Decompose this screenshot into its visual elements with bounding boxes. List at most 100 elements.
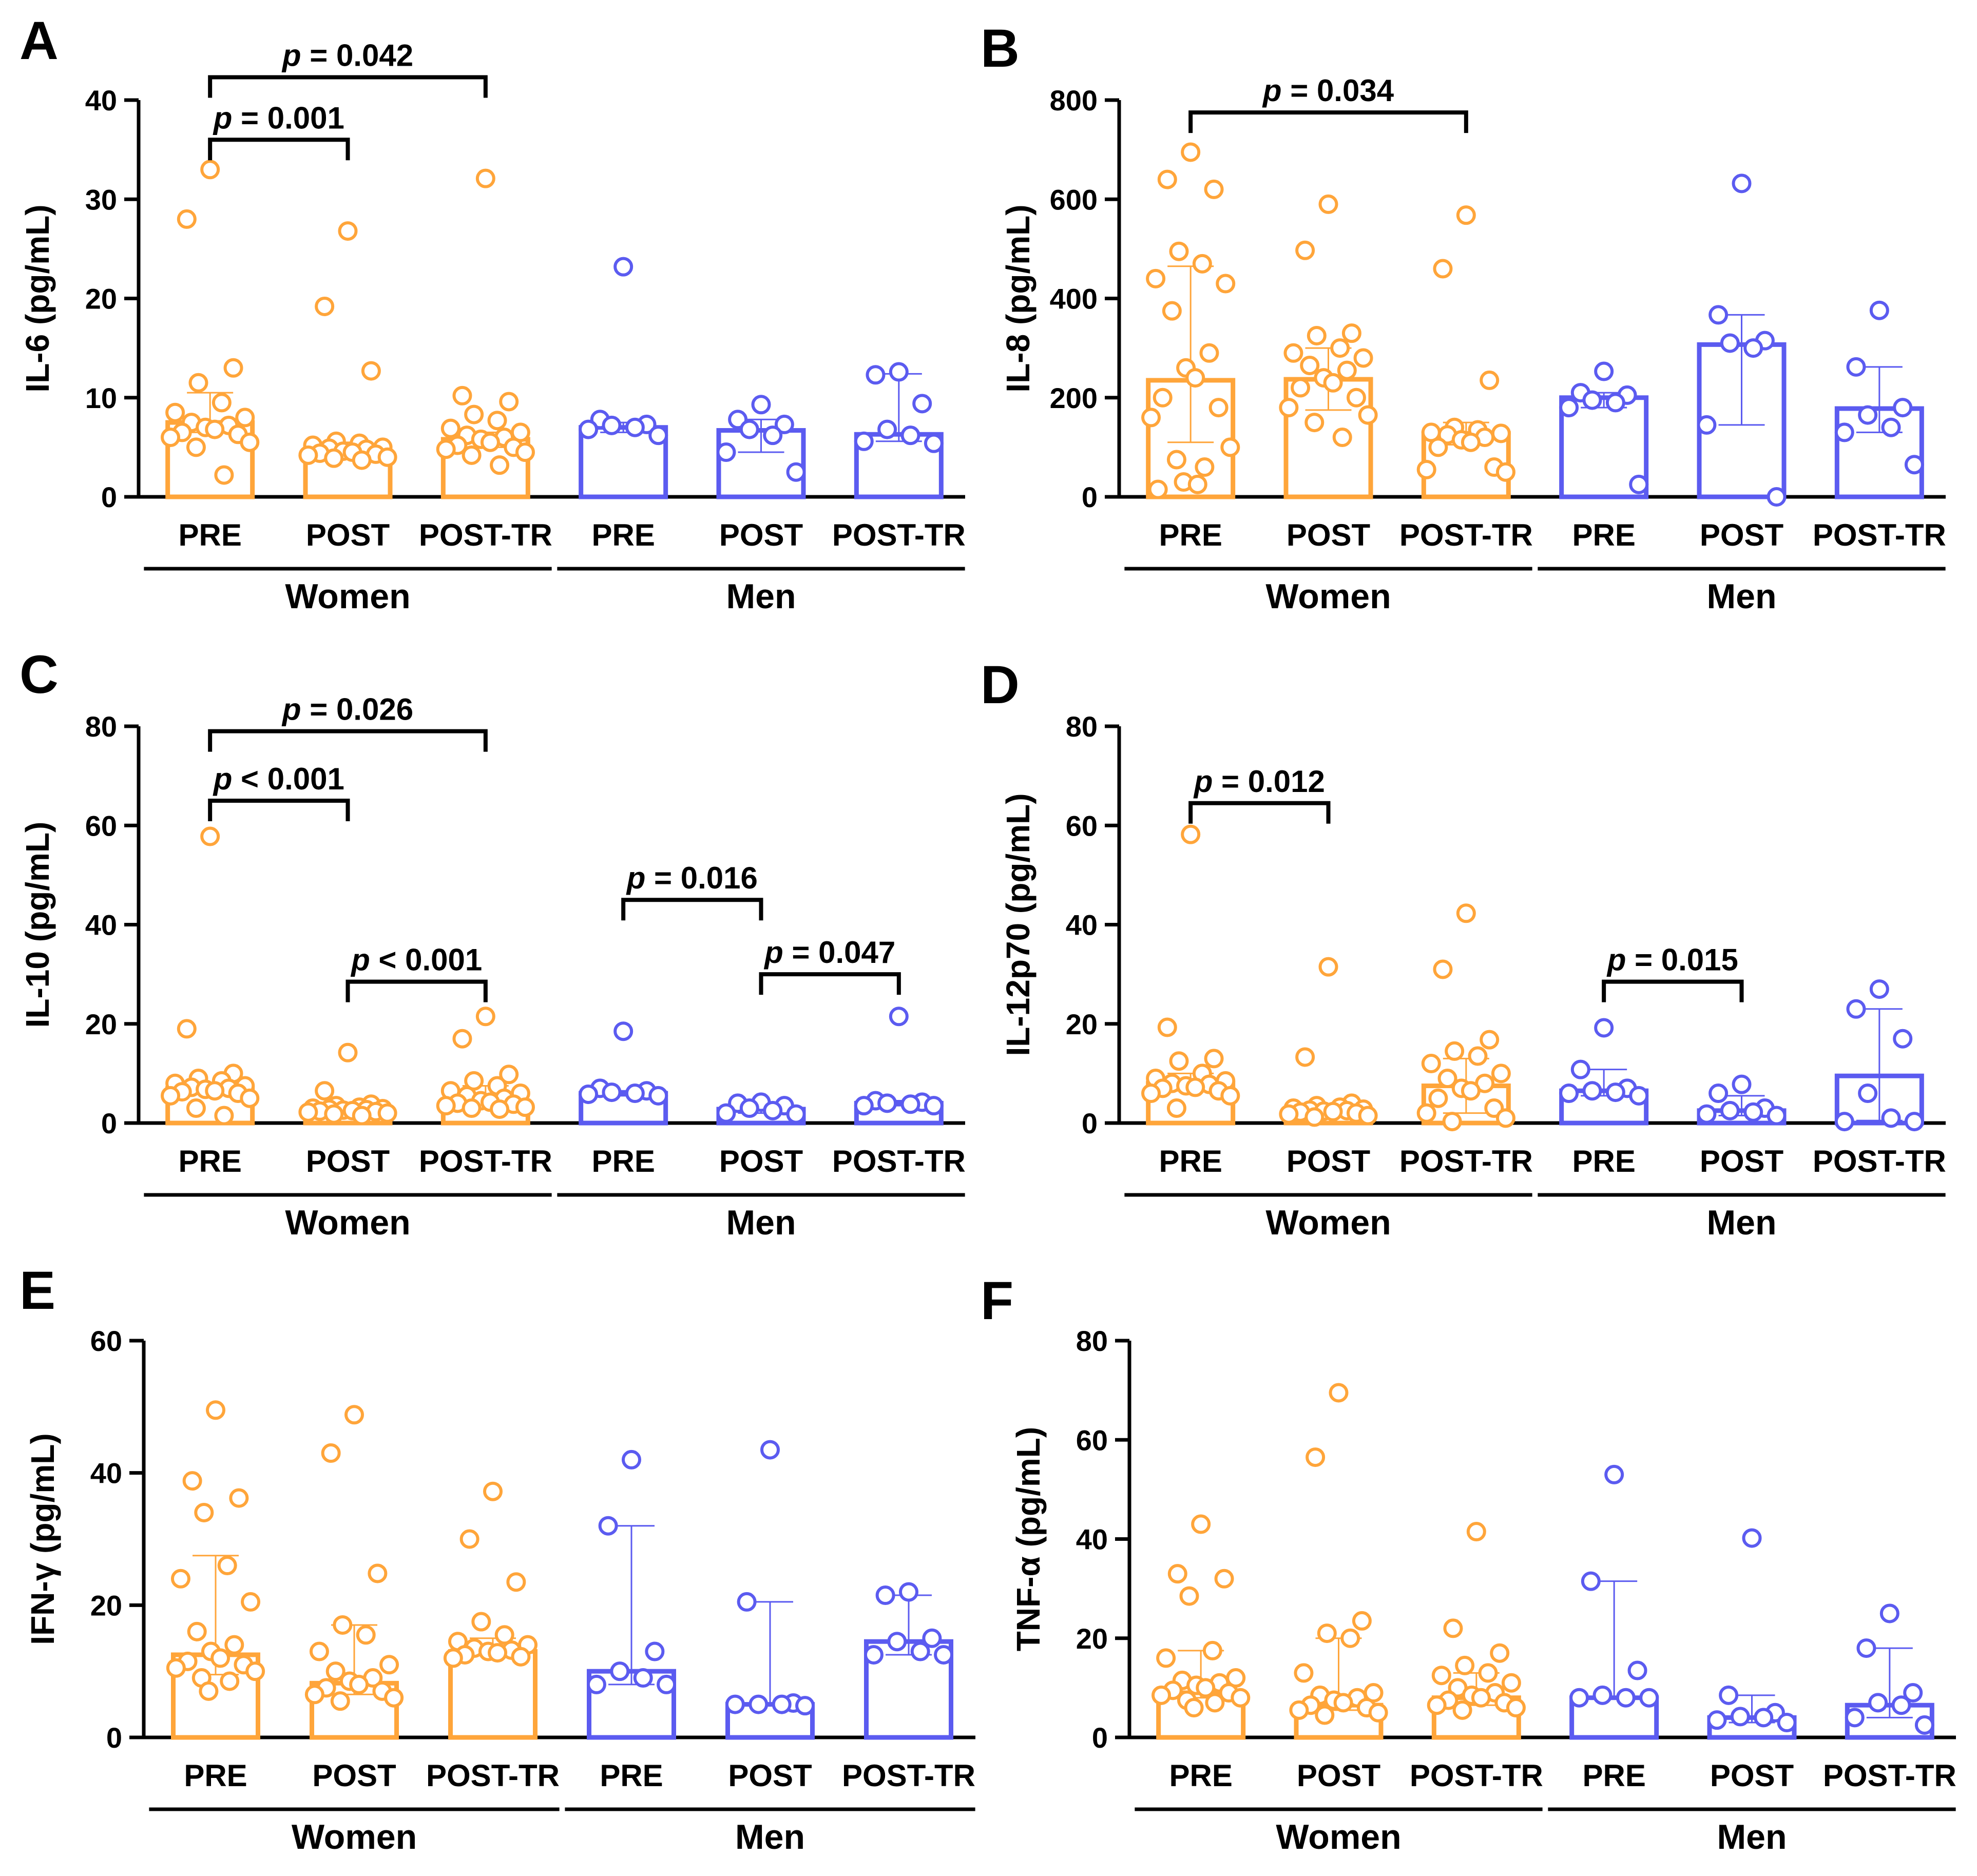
data-point — [1461, 1081, 1481, 1101]
y-tick-label: 60 — [1076, 1424, 1108, 1456]
data-point — [452, 1029, 472, 1049]
data-point — [1289, 1700, 1309, 1720]
data-point — [1904, 455, 1924, 475]
p-value-text: = 0.012 — [1213, 764, 1325, 799]
data-point — [1639, 1688, 1659, 1708]
data-point — [875, 1585, 895, 1606]
y-tick-label: 40 — [85, 84, 117, 117]
data-point — [1279, 398, 1299, 418]
data-point — [1581, 1571, 1601, 1591]
y-tick-label: 0 — [1082, 1107, 1098, 1139]
data-point — [462, 1098, 482, 1118]
data-point — [199, 1681, 219, 1701]
p-value-symbol: p — [1606, 943, 1626, 977]
data-point — [1570, 1059, 1590, 1079]
data-point — [1191, 1514, 1211, 1534]
data-point — [356, 1625, 376, 1645]
data-point — [602, 415, 622, 435]
category-label: POST — [306, 518, 390, 552]
data-point — [1480, 370, 1500, 390]
data-point — [170, 1569, 190, 1589]
data-point — [924, 433, 944, 453]
data-point — [1433, 259, 1453, 279]
data-point — [494, 1625, 514, 1645]
data-point — [1199, 343, 1219, 363]
category-label: POST-TR — [832, 518, 966, 552]
data-point — [1431, 1666, 1451, 1686]
data-point — [1480, 1030, 1500, 1050]
category-label: PRE — [1159, 518, 1222, 552]
y-tick-label: 10 — [85, 382, 117, 414]
data-point — [1893, 1029, 1913, 1049]
data-point — [1627, 1660, 1647, 1680]
data-point — [1341, 323, 1361, 343]
data-point — [186, 437, 206, 457]
p-value-symbol: p — [350, 943, 370, 977]
data-point — [1455, 1655, 1475, 1675]
data-point — [1185, 368, 1205, 388]
y-tick-label: 40 — [1076, 1523, 1108, 1556]
y-axis-label: IFN-γ (pg/mL) — [24, 1433, 61, 1645]
category-label: POST — [719, 518, 803, 552]
data-point — [1592, 1685, 1613, 1705]
data-point — [1501, 1673, 1521, 1693]
data-point — [1858, 405, 1878, 425]
y-tick-label: 200 — [1050, 382, 1098, 414]
data-point — [1914, 1715, 1934, 1735]
data-point — [1594, 1018, 1614, 1038]
data-point — [1720, 333, 1740, 353]
data-point — [645, 1641, 665, 1661]
data-point — [1616, 1688, 1636, 1708]
data-point — [786, 1104, 806, 1124]
data-point — [499, 1065, 519, 1085]
y-axis-label: TNF-α (pg/mL) — [1010, 1427, 1047, 1651]
category-label: POST-TR — [1813, 518, 1946, 552]
p-value-symbol: p — [281, 38, 301, 73]
data-point — [436, 439, 456, 459]
p-value-label: p = 0.012 — [1193, 764, 1325, 799]
data-point — [462, 445, 482, 465]
data-point — [349, 1674, 369, 1694]
data-point — [648, 426, 668, 446]
category-label: PRE — [1159, 1144, 1222, 1178]
data-point — [854, 1096, 874, 1116]
data-point — [379, 1655, 399, 1675]
data-point — [1433, 959, 1453, 979]
data-point — [1456, 205, 1476, 225]
data-point — [1358, 1106, 1378, 1126]
data-point — [1452, 1700, 1472, 1720]
data-point — [1202, 1640, 1222, 1660]
data-point — [194, 1502, 214, 1522]
data-point — [1491, 423, 1511, 443]
p-value-text: = 0.016 — [645, 861, 758, 895]
p-value-label: p = 0.034 — [1262, 73, 1394, 108]
category-label: PRE — [178, 518, 241, 552]
category-label: POST — [312, 1758, 396, 1793]
data-point — [1904, 1112, 1924, 1132]
p-value-label: p = 0.042 — [281, 38, 413, 73]
p-value-label: p = 0.026 — [281, 692, 413, 727]
data-point — [1879, 1603, 1899, 1623]
data-point — [1291, 378, 1311, 398]
category-label: POST-TR — [1410, 1758, 1543, 1793]
category-label: POST — [728, 1758, 812, 1793]
p-value-symbol: p — [626, 861, 646, 895]
data-point — [1416, 459, 1436, 479]
data-point — [483, 1481, 503, 1501]
y-tick-label: 20 — [1076, 1622, 1108, 1655]
group-label: Men — [1717, 1817, 1787, 1856]
data-point — [774, 414, 794, 434]
p-value-text: = 0.034 — [1282, 73, 1394, 108]
p-value-label: p = 0.047 — [763, 935, 895, 970]
data-point — [1151, 1685, 1172, 1705]
data-point — [368, 1563, 388, 1583]
data-point — [206, 1400, 225, 1420]
data-point — [633, 1668, 653, 1688]
data-point — [1340, 1628, 1360, 1648]
data-point — [1559, 398, 1579, 418]
data-point — [1881, 417, 1901, 437]
data-point — [1330, 338, 1350, 358]
data-point — [304, 1685, 324, 1705]
data-point — [440, 418, 460, 438]
data-point — [245, 1661, 265, 1681]
